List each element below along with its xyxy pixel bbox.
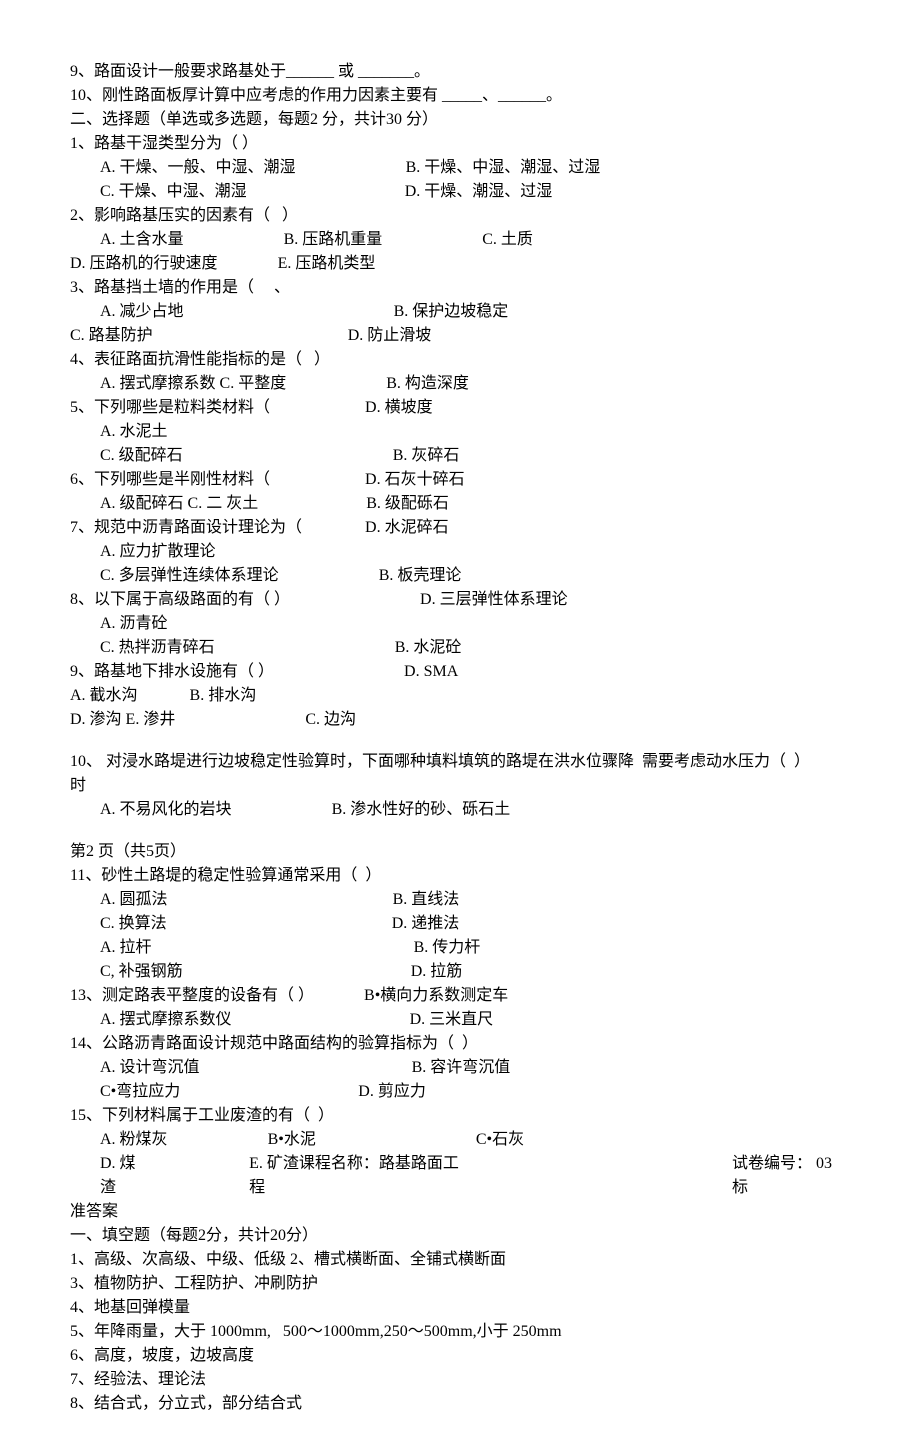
mc2-b: B. 压路机重量 (284, 228, 383, 252)
mc4-a: A. 摆式摩擦系数 C. 平整度 (70, 372, 286, 396)
mc-q11: 11、砂性土路堤的稳定性验算通常采用（ ） (70, 864, 850, 888)
mc15-d: D. 煤渣 (70, 1152, 151, 1200)
mc15-e: E. 矿渣课程名称：路基路面工程 (249, 1152, 471, 1200)
mc6-b: B. 级配砾石 (366, 492, 449, 516)
mc8-d: D. SMA (404, 660, 458, 684)
mc5-d: D. 石灰十碎石 (365, 468, 465, 492)
page-footer: 第2 页（共5页） (70, 840, 850, 864)
mc15-c: C•石灰 (476, 1128, 524, 1152)
mc12-d: D. 拉筋 (411, 960, 463, 984)
mc-q14: 14、公路沥青路面设计规范中路面结构的验算指标为（ ） (70, 1032, 850, 1056)
mc9-de: D. 渗沟 E. 渗井 (70, 708, 175, 732)
mc5-b: B. 灰碎石 (393, 444, 460, 468)
mc11-a: A. 圆孤法 (70, 888, 168, 912)
mc5-a: A. 水泥土 (70, 420, 850, 444)
answer-4: 4、地基回弹模量 (70, 1296, 850, 1320)
mc7-c: C. 多层弹性连续体系理论 (70, 564, 279, 588)
mc7-d: D. 三层弹性体系理论 (420, 588, 568, 612)
mc13-d: D. 三米直尺 (410, 1008, 494, 1032)
mc-q3: 3、路基挡土墙的作用是（ (70, 276, 254, 300)
mc-q6: 6、下列哪些是半刚性材料（ (70, 468, 270, 492)
mc2-a: A. 土含水量 (70, 228, 184, 252)
mc-q2: 2、影响路基压实的因素有（ ） (70, 204, 850, 228)
mc5-c: C. 级配碎石 (70, 444, 183, 468)
mc2-e: E. 压路机类型 (278, 252, 376, 276)
mc-q13: 13、测定路表平整度的设备有（ ） (70, 984, 314, 1008)
mc8-b: B. 水泥砼 (395, 636, 462, 660)
mc15-tail: 试卷编号： 03 标 (732, 1152, 850, 1200)
mc1-b: B. 干燥、中湿、潮湿、过湿 (406, 156, 601, 180)
mc-q1: 1、路基干湿类型分为（ ） (70, 132, 850, 156)
mc9-ab: A. 截水沟 B. 排水沟 (70, 684, 850, 708)
mc-q9: 9、路基地下排水设施有（ ） (70, 660, 274, 684)
mc4-d: D. 横坡度 (365, 396, 433, 420)
mc-q10-line2: 时 (70, 774, 850, 798)
mc-q3-tail: 、 (274, 276, 290, 300)
fill-blank-9: 9、路面设计一般要求路基处于______ 或 _______。 (70, 60, 850, 84)
answer-section1: 一、填空题（每题2分，共计20分） (70, 1224, 850, 1248)
mc11-d: D. 递推法 (392, 912, 460, 936)
mc4-b: B. 构造深度 (386, 372, 469, 396)
answer-6: 6、高度，坡度，边坡高度 (70, 1344, 850, 1368)
mc14-a: A. 设计弯沉值 (70, 1056, 200, 1080)
mc3-c: C. 路基防护 (70, 324, 153, 348)
mc2-c: C. 土质 (482, 228, 533, 252)
mc14-b: B. 容许弯沉值 (412, 1056, 511, 1080)
mc15-a: A. 粉煤灰 (70, 1128, 168, 1152)
mc14-d: D. 剪应力 (358, 1080, 426, 1104)
mc12-b: B. 传力杆 (414, 936, 481, 960)
mc8-c: C. 热拌沥青碎石 (70, 636, 215, 660)
answer-title: 准答案 (70, 1200, 850, 1224)
mc6-d: D. 水泥碎石 (365, 516, 449, 540)
mc7-a: A. 应力扩散理论 (70, 540, 850, 564)
mc15-b: B•水泥 (268, 1128, 316, 1152)
answer-5: 5、年降雨量，大于 1000mm, 500〜1000mm,250〜500mm,小… (70, 1320, 850, 1344)
answer-8: 8、结合式，分立式，部分结合式 (70, 1392, 850, 1416)
section-2-title: 二、选择题（单选或多选题，每题2 分，共计30 分） (70, 108, 850, 132)
mc1-a: A. 干燥、一般、中湿、潮湿 (70, 156, 296, 180)
mc2-d: D. 压路机的行驶速度 (70, 252, 218, 276)
mc3-d: D. 防止滑坡 (348, 324, 432, 348)
mc13-b: B•横向力系数测定车 (364, 984, 508, 1008)
mc1-d: D. 干燥、潮湿、过湿 (405, 180, 553, 204)
mc3-a: A. 减少占地 (70, 300, 184, 324)
mc14-c: C•弯拉应力 (70, 1080, 180, 1104)
mc3-b: B. 保护边坡稳定 (394, 300, 509, 324)
mc9-c: C. 边沟 (305, 708, 356, 732)
mc7-b: B. 板壳理论 (379, 564, 462, 588)
mc6-a: A. 级配碎石 C. 二 灰土 (70, 492, 258, 516)
mc1-c: C. 干燥、中湿、潮湿 (70, 180, 247, 204)
mc-q5: 5、下列哪些是粒料类材料（ (70, 396, 270, 420)
fill-blank-10: 10、刚性路面板厚计算中应考虑的作用力因素主要有 _____、______。 (70, 84, 850, 108)
answer-1: 1、高级、次高级、中级、低级 2、槽式横断面、全铺式横断面 (70, 1248, 850, 1272)
mc12-a: A. 拉杆 (70, 936, 152, 960)
answer-7: 7、经验法、理论法 (70, 1368, 850, 1392)
mc13-a: A. 摆式摩擦系数仪 (70, 1008, 232, 1032)
mc10-b: B. 渗水性好的砂、砾石土 (332, 798, 511, 822)
mc11-c: C. 换算法 (70, 912, 167, 936)
mc8-a: A. 沥青砼 (70, 612, 850, 636)
mc11-b: B. 直线法 (393, 888, 460, 912)
mc-q8: 8、以下属于高级路面的有（ ） (70, 588, 290, 612)
answer-3: 3、植物防护、工程防护、冲刷防护 (70, 1272, 850, 1296)
mc-q7: 7、规范中沥青路面设计理论为（ (70, 516, 302, 540)
mc-q15: 15、下列材料属于工业废渣的有（ ） (70, 1104, 850, 1128)
mc12-c: C, 补强钢筋 (70, 960, 183, 984)
mc10-a: A. 不易风化的岩块 (70, 798, 232, 822)
mc-q10-line1: 10、 对浸水路堤进行边坡稳定性验算时，下面哪种填料填筑的路堤在洪水位骤降 需要… (70, 750, 850, 774)
mc-q4: 4、表征路面抗滑性能指标的是（ ） (70, 348, 850, 372)
